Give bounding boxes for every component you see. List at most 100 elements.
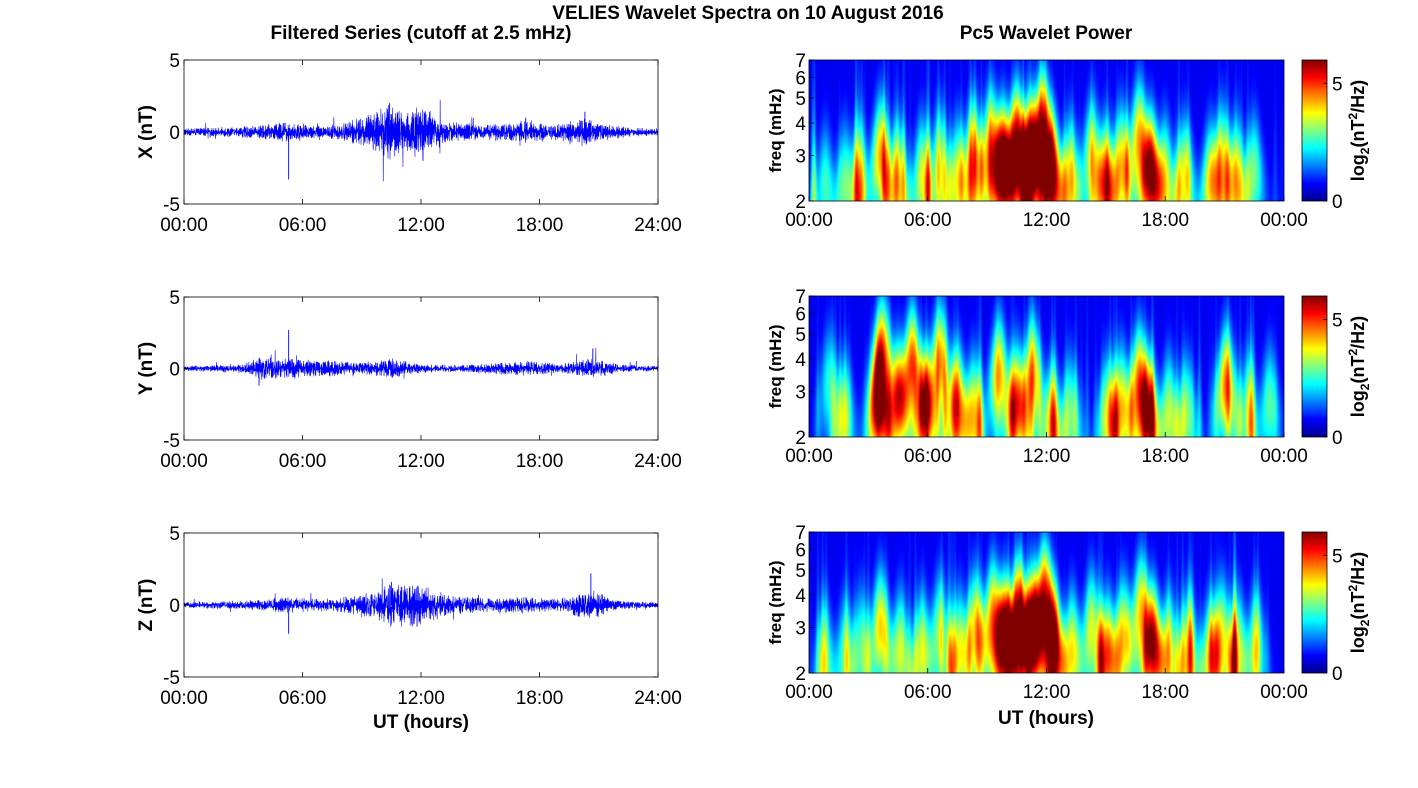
power-z-colorbar-tick-label-1: 5 [1332, 547, 1343, 568]
power-x-colorbar-tick-label-1: 5 [1332, 75, 1343, 96]
series-z-xtick-label-0: 00:00 [160, 688, 208, 709]
power-x-ytick-label-3: 5 [795, 89, 806, 110]
series-z-ytick-label-0: -5 [163, 668, 180, 689]
power-z-colorbar-label: log2(nT2/Hz) [1346, 552, 1372, 653]
left-x-axis-label: UT (hours) [373, 712, 469, 733]
power-z-ytick-label-0: 2 [795, 664, 806, 685]
power-z-xtick-label-1: 06:00 [904, 682, 952, 703]
power-x-colorbar-label: log2(nT2/Hz) [1346, 80, 1372, 181]
series-x-xtick-label-3: 18:00 [516, 215, 564, 236]
power-x-colorbar-label-part-4: /Hz) [1348, 80, 1368, 113]
series-y-ytick-label-1: 0 [169, 360, 180, 381]
series-z-ytick-label-1: 0 [169, 596, 180, 617]
power-z-xtick-label-0: 00:00 [785, 682, 833, 703]
power-y-ytick-label-4: 6 [795, 304, 806, 325]
power-z-ytick-label-2: 4 [795, 586, 806, 607]
power-x-ylabel: freq (mHz) [766, 88, 785, 172]
power-z-xtick-label-2: 12:00 [1023, 682, 1071, 703]
power-y-colorbar-label-part-0: log [1348, 390, 1368, 417]
series-z-xtick-label-2: 12:00 [397, 688, 445, 709]
power-x-ytick-label-0: 2 [795, 192, 806, 213]
power-x-xtick-label-1: 06:00 [904, 210, 952, 231]
power-x-xtick-label-0: 00:00 [785, 210, 833, 231]
series-y-ylabel: Y (nT) [136, 342, 157, 395]
series-x-xtick-label-4: 24:00 [634, 215, 682, 236]
series-z-xtick-label-1: 06:00 [279, 688, 327, 709]
right-x-axis-label: UT (hours) [998, 708, 1094, 729]
power-x-ytick-label-2: 4 [795, 114, 806, 135]
power-z-colorbar-label-part-0: log [1348, 626, 1368, 653]
power-y-colorbar-label-part-3: 2 [1346, 349, 1360, 356]
power-y-ytick-label-3: 5 [795, 325, 806, 346]
power-y-xtick-label-1: 06:00 [904, 446, 952, 467]
right-column-header: Pc5 Wavelet Power [960, 23, 1133, 44]
power-y-colorbar-label-part-4: /Hz) [1348, 316, 1368, 349]
power-z-ytick-label-1: 3 [795, 618, 806, 639]
power-y-ytick-label-2: 4 [795, 350, 806, 371]
series-y-xtick-label-1: 06:00 [279, 451, 327, 472]
power-x-colorbar-label-part-0: log [1348, 154, 1368, 181]
power-z-ylabel: freq (mHz) [766, 560, 785, 644]
series-x-ytick-label-0: -5 [163, 195, 180, 216]
power-x-heatmap-image [809, 60, 1284, 201]
power-z-colorbar-label-part-4: /Hz) [1348, 552, 1368, 585]
series-z-panel: -5 0 5 00:00 06:00 12:00 18:00 24:00 Z (nT) [136, 524, 682, 709]
series-x-ytick-label-2: 5 [169, 51, 180, 72]
power-z-colorbar-tick-label-0: 0 [1332, 664, 1343, 685]
series-y-xtick-label-3: 18:00 [516, 451, 564, 472]
series-y-xtick-label-4: 24:00 [634, 451, 682, 472]
series-z-trace [183, 578, 659, 627]
left-column-header: Filtered Series (cutoff at 2.5 mHz) [271, 23, 572, 44]
power-x-colorbar-label-part-3: 2 [1346, 113, 1360, 120]
power-z-xtick-label-4: 00:00 [1260, 682, 1308, 703]
power-y-xtick-label-3: 18:00 [1141, 446, 1189, 467]
power-y-colorbar-tick-label-0: 0 [1332, 428, 1343, 449]
series-z-ylabel: Z (nT) [136, 579, 157, 632]
power-y-xtick-label-4: 00:00 [1260, 446, 1308, 467]
power-y-ytick-label-0: 2 [795, 428, 806, 449]
series-x-ylabel: X (nT) [136, 105, 157, 159]
power-y-xtick-label-0: 00:00 [785, 446, 833, 467]
power-x-xtick-label-4: 00:00 [1260, 210, 1308, 231]
power-y-colorbar [1301, 295, 1328, 438]
series-z-xtick-label-4: 24:00 [634, 688, 682, 709]
power-y-ytick-label-5: 7 [795, 287, 806, 308]
series-y-xtick-label-2: 12:00 [397, 451, 445, 472]
series-y-xtick-label-0: 00:00 [160, 451, 208, 472]
power-z-xtick-label-3: 18:00 [1141, 682, 1189, 703]
power-z-heatmap-image [809, 532, 1284, 673]
power-x-ytick-label-4: 6 [795, 68, 806, 89]
series-x-xtick-label-1: 06:00 [279, 215, 327, 236]
power-x-colorbar-label-part-2: (nT [1348, 120, 1368, 148]
power-z-colorbar-label-part-2: (nT [1348, 592, 1368, 620]
power-y-heatmap-image [809, 296, 1284, 437]
series-x-panel: -5 0 5 00:00 06:00 12:00 18:00 24:00 X (nT) [136, 51, 682, 236]
power-y-ylabel: freq (mHz) [766, 324, 785, 408]
power-z-ytick-label-3: 5 [795, 561, 806, 582]
series-x-xtick-label-0: 00:00 [160, 215, 208, 236]
power-x-colorbar-tick-label-0: 0 [1332, 192, 1343, 213]
power-x-colorbar-label-part-1: 2 [1358, 147, 1372, 154]
power-y-colorbar-label-part-2: (nT [1348, 356, 1368, 384]
power-y-colorbar-tick-label-1: 5 [1332, 311, 1343, 332]
power-z-colorbar-label-part-3: 2 [1346, 585, 1360, 592]
series-y-ytick-label-0: -5 [163, 431, 180, 452]
series-y-panel: -5 0 5 00:00 06:00 12:00 18:00 24:00 Y (nT) [136, 288, 682, 472]
power-x-ytick-label-5: 7 [795, 51, 806, 72]
series-x-xtick-label-2: 12:00 [397, 215, 445, 236]
power-z-colorbar [1301, 531, 1328, 674]
series-x-ytick-label-1: 0 [169, 123, 180, 144]
power-x-colorbar [1301, 59, 1328, 202]
series-x-trace [183, 99, 659, 182]
power-x-ytick-label-1: 3 [795, 146, 806, 167]
power-z-colorbar-label-part-1: 2 [1358, 619, 1372, 626]
power-y-colorbar-label: log2(nT2/Hz) [1346, 316, 1372, 417]
power-x-xtick-label-3: 18:00 [1141, 210, 1189, 231]
power-z-ytick-label-5: 7 [795, 523, 806, 544]
series-z-ytick-label-2: 5 [169, 524, 180, 545]
series-z-xtick-label-3: 18:00 [516, 688, 564, 709]
